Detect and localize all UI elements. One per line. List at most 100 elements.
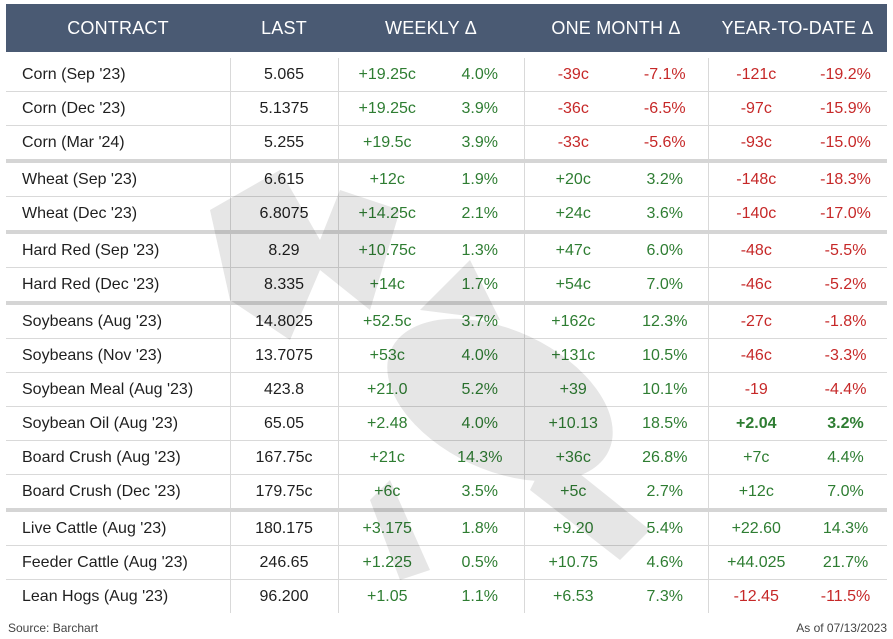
table-row: Live Cattle (Aug '23) 180.175 +3.175 1.8% +9…: [6, 508, 888, 546]
weekly-change-cell: +12c: [338, 159, 436, 197]
contract-cell: Soybean Oil (Aug '23): [6, 406, 231, 441]
ytd-percent-cell: -1.8%: [804, 301, 888, 339]
header-last: LAST: [230, 4, 338, 55]
ytd-change-cell: +44.025: [708, 545, 805, 580]
month-change-cell: -39c: [524, 52, 622, 92]
last-cell: 13.7075: [230, 338, 339, 373]
month-percent-cell: 2.7%: [622, 474, 709, 510]
as-of-date: As of 07/13/2023: [796, 621, 887, 635]
last-cell: 96.200: [230, 579, 339, 613]
table-row: Soybeans (Aug '23) 14.8025 +52.5c 3.7% +162c…: [6, 301, 888, 339]
ytd-percent-cell: 3.2%: [804, 406, 888, 441]
last-cell: 5.1375: [230, 91, 339, 126]
table-row: Wheat (Dec '23) 6.8075 +14.25c 2.1% +24c 3.6%…: [6, 196, 888, 232]
ytd-change-cell: -93c: [708, 125, 805, 161]
table-body: Corn (Sep '23) 5.065 +19.25c 4.0% -39c -7.1% -…: [6, 52, 888, 613]
month-change-cell: -33c: [524, 125, 622, 161]
ytd-change-cell: +12c: [708, 474, 805, 510]
weekly-percent-cell: 1.3%: [436, 230, 525, 268]
table-row: Corn (Dec '23) 5.1375 +19.25c 3.9% -36c -6.5%…: [6, 91, 888, 126]
table-row: Hard Red (Dec '23) 8.335 +14c 1.7% +54c 7.0% -…: [6, 267, 888, 303]
weekly-percent-cell: 3.5%: [436, 474, 525, 510]
ytd-change-cell: -121c: [708, 52, 805, 92]
last-cell: 8.29: [230, 230, 339, 268]
ytd-change-cell: -48c: [708, 230, 805, 268]
contract-cell: Board Crush (Aug '23): [6, 440, 231, 475]
contract-cell: Soybeans (Nov '23): [6, 338, 231, 373]
month-percent-cell: 10.1%: [622, 372, 709, 407]
last-cell: 167.75c: [230, 440, 339, 475]
weekly-change-cell: +19.25c: [338, 52, 436, 92]
month-percent-cell: 5.4%: [622, 508, 709, 546]
ytd-percent-cell: -15.9%: [804, 91, 888, 126]
ytd-change-cell: -46c: [708, 338, 805, 373]
last-cell: 5.255: [230, 125, 339, 161]
table-row: Feeder Cattle (Aug '23) 246.65 +1.225 0.5% +…: [6, 545, 888, 580]
month-change-cell: +5c: [524, 474, 622, 510]
weekly-change-cell: +6c: [338, 474, 436, 510]
month-change-cell: +54c: [524, 267, 622, 303]
contract-cell: Corn (Dec '23): [6, 91, 231, 126]
table-header-row: CONTRACT LAST WEEKLY Δ ONE MONTH Δ YEAR-…: [6, 4, 888, 55]
ytd-change-cell: -97c: [708, 91, 805, 126]
month-percent-cell: 7.3%: [622, 579, 709, 613]
table-row: Hard Red (Sep '23) 8.29 +10.75c 1.3% +47c 6.0…: [6, 230, 888, 268]
month-percent-cell: 10.5%: [622, 338, 709, 373]
table-row: Soybeans (Nov '23) 13.7075 +53c 4.0% +131c 10…: [6, 338, 888, 373]
table-row: Corn (Sep '23) 5.065 +19.25c 4.0% -39c -7.1% -…: [6, 52, 888, 92]
contract-cell: Lean Hogs (Aug '23): [6, 579, 231, 613]
weekly-percent-cell: 4.0%: [436, 338, 525, 373]
contract-cell: Board Crush (Dec '23): [6, 474, 231, 510]
contract-cell: Corn (Sep '23): [6, 52, 231, 92]
month-percent-cell: -6.5%: [622, 91, 709, 126]
contract-cell: Wheat (Sep '23): [6, 159, 231, 197]
weekly-percent-cell: 14.3%: [436, 440, 525, 475]
ytd-change-cell: -148c: [708, 159, 805, 197]
ytd-percent-cell: -18.3%: [804, 159, 888, 197]
last-cell: 246.65: [230, 545, 339, 580]
last-cell: 65.05: [230, 406, 339, 441]
ytd-percent-cell: -11.5%: [804, 579, 888, 613]
ytd-percent-cell: 21.7%: [804, 545, 888, 580]
contract-cell: Hard Red (Sep '23): [6, 230, 231, 268]
ytd-percent-cell: -5.2%: [804, 267, 888, 303]
contract-cell: Corn (Mar '24): [6, 125, 231, 161]
month-percent-cell: 7.0%: [622, 267, 709, 303]
weekly-percent-cell: 4.0%: [436, 406, 525, 441]
contract-cell: Hard Red (Dec '23): [6, 267, 231, 303]
weekly-change-cell: +52.5c: [338, 301, 436, 339]
ytd-percent-cell: 14.3%: [804, 508, 888, 546]
weekly-percent-cell: 4.0%: [436, 52, 525, 92]
month-change-cell: +20c: [524, 159, 622, 197]
header-weekly: WEEKLY Δ: [338, 4, 524, 55]
ytd-change-cell: +7c: [708, 440, 805, 475]
month-percent-cell: 6.0%: [622, 230, 709, 268]
month-change-cell: +10.13: [524, 406, 622, 441]
ytd-change-cell: +22.60: [708, 508, 805, 546]
header-one-month: ONE MONTH Δ: [524, 4, 709, 55]
ytd-percent-cell: -4.4%: [804, 372, 888, 407]
month-percent-cell: 18.5%: [622, 406, 709, 441]
last-cell: 14.8025: [230, 301, 339, 339]
table-row: Soybean Oil (Aug '23) 65.05 +2.48 4.0% +10.1…: [6, 406, 888, 441]
weekly-percent-cell: 0.5%: [436, 545, 525, 580]
month-change-cell: +47c: [524, 230, 622, 268]
ytd-percent-cell: -3.3%: [804, 338, 888, 373]
table-row: Wheat (Sep '23) 6.615 +12c 1.9% +20c 3.2% -148…: [6, 159, 888, 197]
table-row: Corn (Mar '24) 5.255 +19.5c 3.9% -33c -5.6% -9…: [6, 125, 888, 161]
last-cell: 179.75c: [230, 474, 339, 510]
ytd-percent-cell: -19.2%: [804, 52, 888, 92]
ytd-change-cell: -27c: [708, 301, 805, 339]
month-percent-cell: 3.2%: [622, 159, 709, 197]
month-change-cell: +10.75: [524, 545, 622, 580]
month-change-cell: +6.53: [524, 579, 622, 613]
month-percent-cell: -7.1%: [622, 52, 709, 92]
last-cell: 8.335: [230, 267, 339, 303]
weekly-percent-cell: 1.7%: [436, 267, 525, 303]
ytd-change-cell: -19: [708, 372, 805, 407]
weekly-percent-cell: 3.9%: [436, 91, 525, 126]
header-year-to-date: YEAR-TO-DATE Δ: [708, 4, 888, 55]
weekly-change-cell: +1.225: [338, 545, 436, 580]
table-row: Lean Hogs (Aug '23) 96.200 +1.05 1.1% +6.53 7…: [6, 579, 888, 613]
month-change-cell: +131c: [524, 338, 622, 373]
